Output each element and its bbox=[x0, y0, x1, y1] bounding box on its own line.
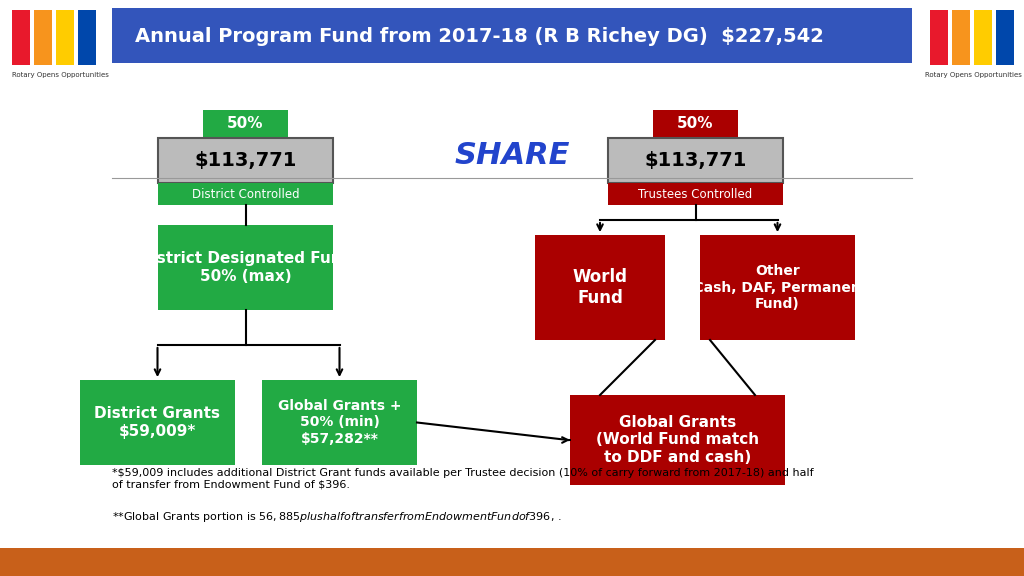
FancyBboxPatch shape bbox=[570, 395, 785, 485]
Text: Trustees Controlled: Trustees Controlled bbox=[638, 188, 753, 200]
FancyBboxPatch shape bbox=[158, 138, 333, 183]
Text: Global Grants
(World Fund match
to DDF and cash): Global Grants (World Fund match to DDF a… bbox=[596, 415, 759, 465]
Text: $113,771: $113,771 bbox=[644, 151, 746, 170]
FancyBboxPatch shape bbox=[112, 8, 912, 63]
FancyBboxPatch shape bbox=[653, 110, 738, 138]
FancyBboxPatch shape bbox=[203, 110, 288, 138]
Text: Global Grants +
50% (min)
$57,282**: Global Grants + 50% (min) $57,282** bbox=[278, 399, 401, 446]
FancyBboxPatch shape bbox=[80, 380, 234, 465]
Text: District Controlled: District Controlled bbox=[191, 188, 299, 200]
FancyBboxPatch shape bbox=[930, 10, 948, 65]
Text: **Global Grants portion is $56,885 plus half of transfer from Endowment Fund of : **Global Grants portion is $56,885 plus … bbox=[112, 510, 561, 524]
FancyBboxPatch shape bbox=[974, 10, 992, 65]
FancyBboxPatch shape bbox=[12, 10, 30, 65]
FancyBboxPatch shape bbox=[0, 548, 1024, 576]
FancyBboxPatch shape bbox=[262, 380, 417, 465]
FancyBboxPatch shape bbox=[608, 138, 783, 183]
Text: SHARE: SHARE bbox=[455, 141, 569, 169]
FancyBboxPatch shape bbox=[700, 235, 855, 340]
FancyBboxPatch shape bbox=[158, 183, 333, 205]
Text: 50%: 50% bbox=[227, 116, 264, 131]
FancyBboxPatch shape bbox=[34, 10, 52, 65]
Text: World
Fund: World Fund bbox=[572, 268, 628, 307]
FancyBboxPatch shape bbox=[78, 10, 96, 65]
FancyBboxPatch shape bbox=[608, 183, 783, 205]
Text: $113,771: $113,771 bbox=[195, 151, 297, 170]
Text: Other
(Cash, DAF, Permanent
Fund): Other (Cash, DAF, Permanent Fund) bbox=[687, 264, 867, 310]
Text: *$59,009 includes additional District Grant funds available per Trustee decision: *$59,009 includes additional District Gr… bbox=[112, 468, 814, 490]
Text: Annual Program Fund from 2017-18 (R B Richey DG)  $227,542: Annual Program Fund from 2017-18 (R B Ri… bbox=[135, 26, 824, 46]
Text: District Designated Fund
50% (max): District Designated Fund 50% (max) bbox=[139, 251, 352, 284]
Text: District Grants
$59,009*: District Grants $59,009* bbox=[94, 406, 220, 439]
FancyBboxPatch shape bbox=[996, 10, 1014, 65]
FancyBboxPatch shape bbox=[158, 225, 333, 310]
Text: Rotary Opens Opportunities: Rotary Opens Opportunities bbox=[925, 72, 1022, 78]
FancyBboxPatch shape bbox=[56, 10, 74, 65]
FancyBboxPatch shape bbox=[535, 235, 665, 340]
Text: 50%: 50% bbox=[677, 116, 714, 131]
FancyBboxPatch shape bbox=[952, 10, 970, 65]
Text: Rotary Opens Opportunities: Rotary Opens Opportunities bbox=[12, 72, 109, 78]
